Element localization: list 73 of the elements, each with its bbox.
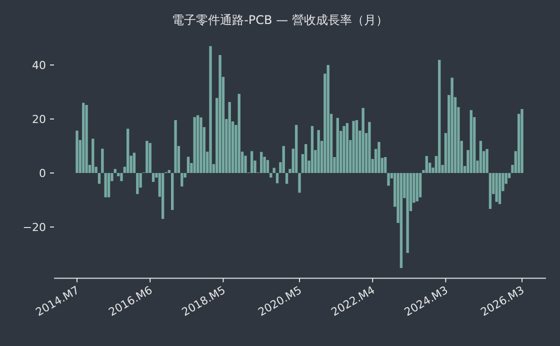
bar	[101, 148, 104, 173]
bar	[352, 120, 355, 173]
chart-title: 電子零件通路-PCB — 營收成長率（月）	[172, 13, 388, 27]
bar	[76, 130, 78, 173]
bar	[193, 117, 196, 173]
bar	[276, 173, 279, 184]
bar	[355, 120, 358, 173]
bar	[387, 173, 390, 186]
bar	[92, 138, 94, 173]
bar	[294, 124, 298, 173]
bar	[132, 152, 136, 173]
bar	[326, 65, 330, 173]
bar	[85, 104, 88, 173]
bar	[470, 110, 472, 173]
bar	[250, 151, 254, 173]
bar	[136, 173, 139, 194]
bar	[107, 173, 110, 198]
bar	[342, 126, 346, 173]
bar	[174, 120, 177, 173]
y-tick-label: 40	[32, 59, 46, 72]
bar	[416, 173, 418, 202]
bar	[336, 118, 339, 173]
bar	[425, 156, 428, 173]
bar	[82, 102, 85, 173]
bar	[495, 173, 498, 202]
bar	[196, 115, 200, 173]
bar	[161, 173, 164, 219]
bar	[486, 148, 488, 173]
bar	[378, 142, 380, 173]
bar	[168, 170, 171, 173]
y-tick-label: 0	[39, 167, 46, 180]
bar	[171, 173, 174, 210]
bar	[488, 173, 492, 209]
bar	[228, 102, 231, 173]
bar	[438, 60, 441, 173]
bar	[180, 173, 184, 186]
bar	[400, 173, 403, 268]
bar	[200, 117, 202, 173]
bar	[120, 173, 123, 182]
bar	[148, 143, 152, 173]
bar	[152, 173, 155, 182]
bar	[270, 173, 272, 178]
bar	[406, 173, 409, 253]
bar	[346, 123, 349, 173]
bar	[238, 94, 240, 173]
bar	[260, 152, 263, 173]
bar	[362, 108, 364, 173]
bar	[104, 173, 107, 198]
bar	[146, 140, 148, 173]
bar	[304, 144, 308, 173]
bar	[298, 173, 301, 193]
bar	[282, 146, 285, 173]
bar	[317, 130, 320, 173]
bar	[272, 168, 276, 173]
bar	[218, 55, 222, 173]
bar	[368, 122, 371, 173]
bar	[266, 160, 270, 173]
y-tick-label: −20	[22, 221, 46, 234]
bar	[285, 173, 288, 184]
bar	[384, 157, 387, 173]
y-tick-label: 20	[32, 113, 46, 126]
bar	[126, 128, 130, 173]
bar	[114, 168, 116, 173]
bar	[520, 109, 524, 173]
bar	[98, 173, 101, 184]
bar	[310, 126, 314, 173]
bar	[418, 173, 422, 198]
bar	[244, 156, 247, 173]
bar	[209, 46, 212, 173]
bar	[450, 78, 454, 173]
bar	[186, 156, 190, 173]
bar	[479, 140, 482, 173]
bar	[498, 173, 502, 204]
